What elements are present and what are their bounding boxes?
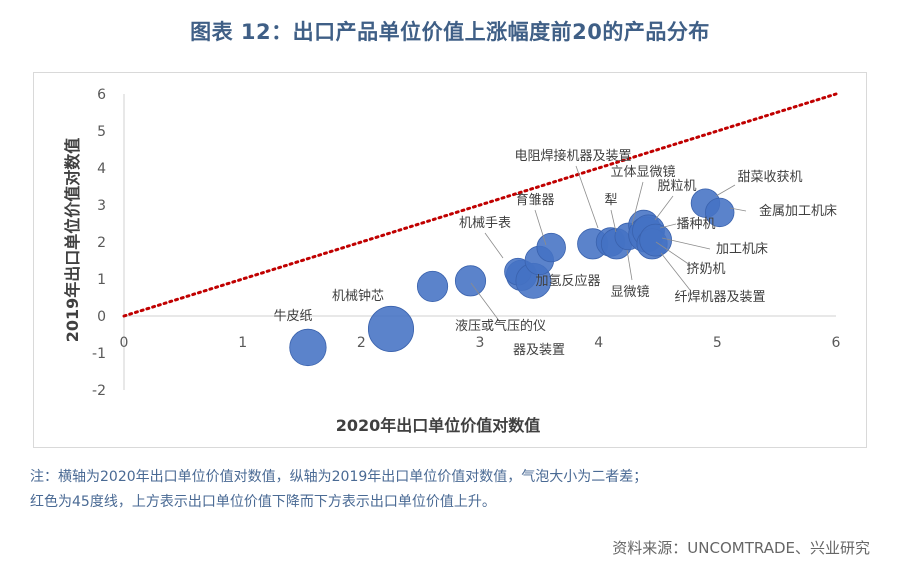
y-tick-label: 2 [97,235,106,251]
chart-title: 图表 12：出口产品单位价值上涨幅度前20的产品分布 [190,20,710,44]
leader-line [659,223,677,229]
bubble [639,223,673,257]
bubble [289,328,327,367]
x-tick-label: 2 [357,335,366,351]
leader-line [575,165,599,229]
bubble-label: 牛皮纸 [273,309,312,324]
footnote-line-2: 红色为45度线，上方表示出口单位价值下降而下方表示出口单位价值上升。 [30,494,496,510]
reference-45-degree-line [122,92,838,318]
bubble-label: 显微镜 [610,285,649,300]
bubble [704,197,735,228]
leader-line [631,181,644,226]
bubble-label: 播种机 [676,217,715,232]
bubble-label: 挤奶机 [686,262,725,277]
bubble-label: 机械钟芯 [332,288,384,304]
y-tick-label: -1 [92,346,106,362]
x-tick-label: 5 [713,335,722,351]
y-tick-label: -2 [92,383,106,399]
leader-line [470,282,501,323]
y-tick-label: 3 [97,198,106,214]
x-tick-label: 1 [238,335,247,351]
leader-line [654,195,674,221]
axes-layer: 0 1 2 3 4 5 6 -2 -1 0 1 2 3 4 5 6 [92,87,841,399]
bubble-label: 机械手表 [459,216,511,231]
y-axis-title: 2019年出口单位价值对数值 [63,138,82,343]
bubble [454,265,487,297]
leader-line [534,209,547,246]
x-axis-title: 2020年出口单位价值对数值 [336,416,541,435]
source-note: 资料来源：UNCOMTRADE、兴业研究 [612,539,870,557]
footnote-line-1: 注：横轴为2020年出口单位价值对数值，纵轴为2019年出口单位价值对数值，气泡… [30,469,648,485]
leader-line [729,207,747,212]
bubble-label: 育雏器 [515,192,554,208]
bubble-label: 加氢反应器 [535,273,600,289]
leader-line [484,232,504,259]
leader-line [660,252,691,291]
bubble [416,270,449,302]
bubble-label: 纤焊机器及装置 [674,289,765,305]
leader-line [655,241,691,266]
y-tick-label: 6 [97,87,106,103]
y-tick-label: 1 [97,272,106,288]
x-tick-label: 3 [476,335,485,351]
bubble-label: 电阻焊接机器及装置 [514,148,631,164]
bubble-label: 脱粒机 [657,179,696,194]
bubble-label: 金属加工机床 [759,203,837,219]
bubble [536,232,566,263]
chart-frame [33,72,867,448]
y-tick-label: 0 [97,309,106,325]
leader-line [661,237,711,250]
x-tick-label: 4 [594,335,603,351]
bubble-label: 犁 [604,193,617,208]
y-tick-label: 4 [97,161,106,177]
leader-line [715,184,736,197]
bubbles-layer [289,188,735,367]
bubble-label: 甜菜收获机 [737,169,802,185]
bubble-label: 立体显微镜 [610,165,675,180]
y-tick-label: 5 [97,124,106,140]
leader-line [610,209,617,233]
bubble-label: 加工机床 [716,242,768,257]
bubble [367,305,415,352]
leader-line [626,249,633,281]
bubble-label-cont: 器及装置 [513,343,565,358]
bubble-label: 液压或气压的仪 [455,318,546,334]
x-tick-label: 6 [832,335,841,351]
reference-line-layer [122,92,838,318]
x-tick-label: 0 [120,335,129,351]
